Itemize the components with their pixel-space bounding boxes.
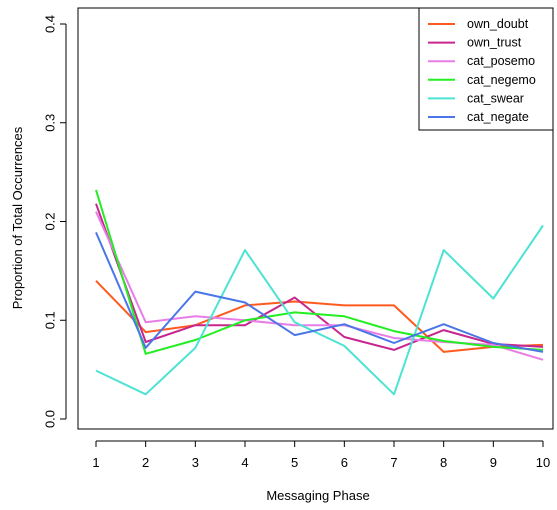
legend-label: cat_posemo bbox=[467, 54, 535, 68]
x-tick-label: 9 bbox=[490, 455, 497, 470]
legend-label: own_trust bbox=[467, 36, 522, 50]
y-tick-label: 0.4 bbox=[43, 15, 58, 33]
y-tick-label: 0.3 bbox=[43, 114, 58, 132]
y-tick-label: 0.2 bbox=[43, 212, 58, 230]
x-axis: 1 2 3 4 5 6 7 8 9 10 bbox=[92, 440, 550, 470]
legend-box bbox=[418, 7, 554, 131]
series-line-own-trust bbox=[95, 203, 544, 351]
legend: own_doubt own_trust cat_posemo cat_negemoca… bbox=[418, 7, 554, 131]
x-axis-title: Messaging Phase bbox=[266, 488, 369, 503]
x-tick-label: 5 bbox=[291, 455, 298, 470]
legend-label: cat_swear bbox=[467, 91, 524, 105]
y-tick-label: 0.0 bbox=[43, 410, 58, 428]
series-lines bbox=[95, 189, 544, 396]
x-tick-label: 1 bbox=[92, 455, 99, 470]
legend-label: cat_negemo bbox=[467, 73, 536, 87]
y-axis-title: Proportion of Total Occurrences bbox=[10, 126, 25, 309]
x-tick-label: 4 bbox=[241, 455, 248, 470]
series-line-cat-posemo bbox=[95, 211, 544, 361]
y-tick-label: 0.1 bbox=[43, 311, 58, 329]
x-tick-label: 10 bbox=[536, 455, 550, 470]
x-tick-label: 7 bbox=[390, 455, 397, 470]
y-axis: 0.0 0.1 0.2 0.3 0.4 bbox=[43, 15, 67, 428]
x-tick-label: 3 bbox=[192, 455, 199, 470]
series-line-own-doubt bbox=[95, 280, 544, 353]
legend-label: cat_negate bbox=[467, 110, 529, 124]
legend-label: own_doubt bbox=[467, 17, 529, 31]
series-line-cat-negate bbox=[95, 232, 544, 353]
x-tick-label: 8 bbox=[440, 455, 447, 470]
x-tick-label: 2 bbox=[142, 455, 149, 470]
x-tick-label: 6 bbox=[341, 455, 348, 470]
series-line-cat-negemo bbox=[95, 189, 544, 355]
series-line-cat-swear bbox=[95, 224, 544, 396]
plot-frame bbox=[77, 7, 554, 430]
